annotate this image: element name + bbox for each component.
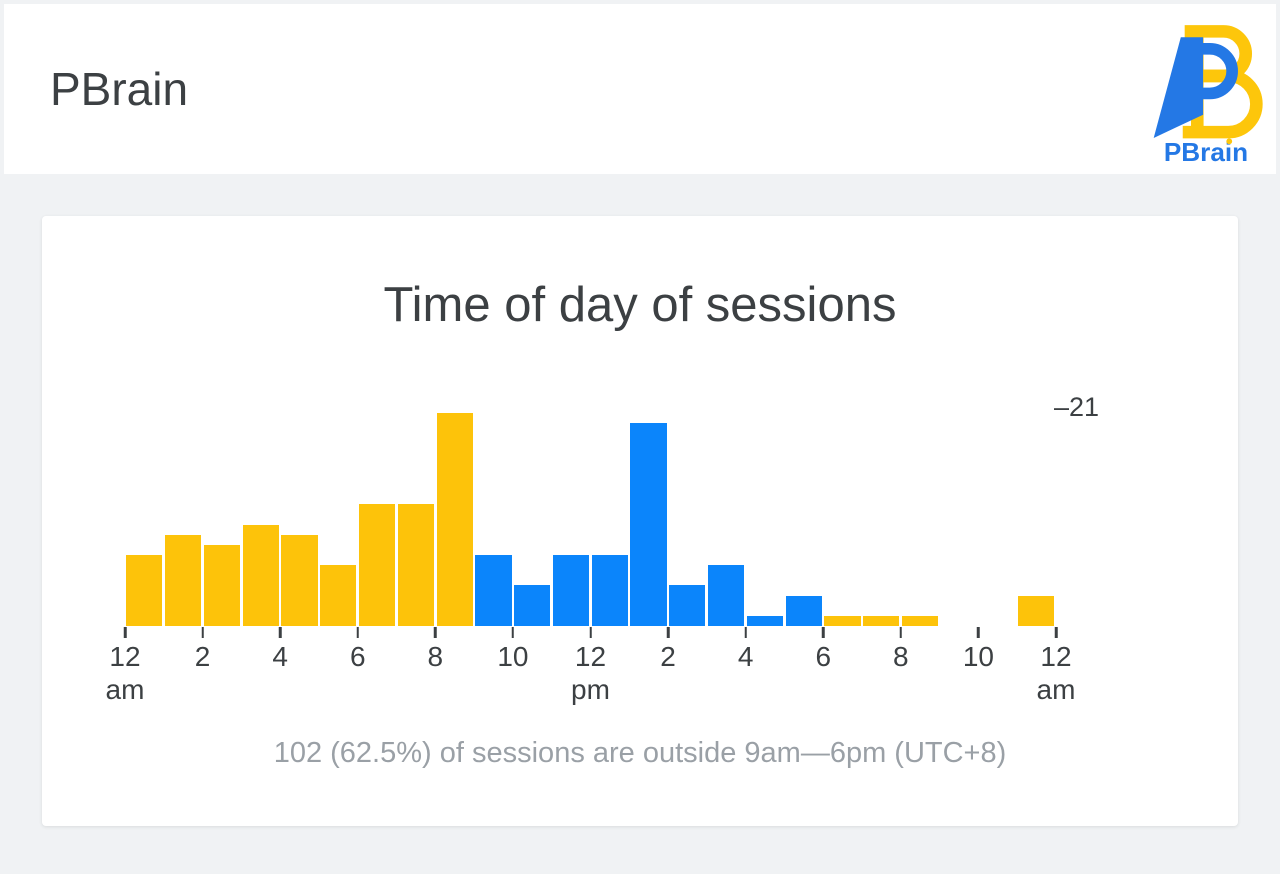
bar-2pm — [669, 585, 706, 626]
bar-7am — [397, 504, 434, 626]
bar-slot-11am — [552, 413, 591, 626]
x-tick-label-6: 6 — [815, 641, 832, 672]
x-tick-8 — [744, 627, 747, 638]
x-tick-9 — [822, 627, 825, 638]
bar-10am — [514, 585, 551, 626]
page-root: PBrain PBrain Time of day of sessions –2… — [0, 4, 1280, 826]
bar-slot-4pm — [746, 413, 785, 626]
bar-slot-7pm — [862, 413, 901, 626]
bar-slot-8am — [435, 413, 474, 626]
x-tick-label-12pm: 12 pm — [571, 641, 610, 705]
chart-card: Time of day of sessions –21 12 am 2 4 6 8 10 12… — [42, 216, 1238, 826]
bar-9am — [475, 555, 512, 626]
x-tick-6 — [589, 627, 592, 638]
logo-letter-p — [1153, 36, 1238, 138]
bar-slot-11pm — [1017, 413, 1056, 626]
bar-5pm — [785, 595, 822, 626]
x-tick-7 — [666, 627, 670, 638]
app-header: PBrain PBrain — [4, 4, 1276, 174]
bar-slot-12pm — [590, 413, 629, 626]
bar-2am — [203, 544, 241, 626]
x-tick-5 — [511, 627, 515, 638]
chart-caption: 102 (62.5%) of sessions are outside 9am—… — [273, 737, 1007, 769]
bar-12pm — [591, 555, 628, 626]
bar-slot-2pm — [668, 413, 707, 626]
bar-6am — [358, 504, 396, 626]
bar-6pm — [824, 615, 861, 626]
y-axis-max-label: –21 — [1054, 392, 1100, 422]
bar-1pm — [630, 423, 667, 626]
x-tick-11 — [977, 627, 980, 638]
x-tick-label-8: 8 — [427, 641, 444, 672]
bar-7pm — [863, 615, 900, 626]
bar-slot-5pm — [784, 413, 823, 626]
bar-slot-1am — [164, 413, 203, 626]
x-tick-label-12am: 12 am — [1036, 641, 1076, 705]
bar-slot-5am — [319, 413, 358, 626]
bar-slot-10am — [513, 413, 552, 626]
bar-slot-9am — [474, 413, 513, 626]
bar-slot-4am — [280, 413, 319, 626]
bar-slot-3am — [241, 413, 280, 626]
brand-logo-link[interactable]: PBrain — [1142, 12, 1270, 167]
x-tick-3 — [356, 627, 359, 638]
x-tick-label-6: 6 — [349, 641, 366, 672]
bar-slot-2am — [203, 413, 242, 626]
x-tick-0 — [123, 627, 127, 638]
pbrain-logo-icon: PBrain — [1153, 24, 1263, 167]
bar-slot-3pm — [707, 413, 746, 626]
bar-4pm — [746, 615, 783, 626]
x-tick-12 — [1054, 627, 1058, 638]
page-title: PBrain — [50, 63, 189, 115]
x-tick-label-10: 10 — [497, 641, 529, 672]
bar-8pm — [901, 615, 939, 626]
x-tick-label-10: 10 — [962, 641, 994, 672]
bar-slot-6am — [358, 413, 397, 626]
bar-5am — [320, 565, 357, 626]
bar-3am — [242, 524, 279, 626]
bar-slot-1pm — [629, 413, 668, 626]
x-axis: 12 am 2 4 6 8 10 12 pm 2 4 6 8 10 12 am — [106, 626, 1075, 706]
chart-title: Time of day of sessions — [383, 278, 897, 332]
bar-4am — [281, 534, 318, 626]
x-tick-2 — [278, 627, 282, 638]
bar-3pm — [708, 565, 745, 626]
bar-8am — [436, 413, 473, 626]
x-tick-label-4: 4 — [737, 641, 754, 672]
bar-11pm — [1018, 595, 1055, 626]
bar-slot-10pm — [978, 413, 1017, 626]
x-tick-label-2: 2 — [660, 641, 676, 672]
bar-slot-9pm — [939, 413, 978, 626]
bar-1am — [165, 534, 202, 626]
x-tick-label-2: 2 — [194, 641, 211, 672]
bar-slot-8pm — [901, 413, 940, 626]
x-tick-4 — [434, 627, 437, 638]
bar-slot-6pm — [823, 413, 862, 626]
bar-11am — [552, 555, 590, 626]
x-tick-label-4: 4 — [272, 641, 288, 672]
bar-slot-12am — [125, 413, 164, 626]
x-tick-label-8: 8 — [893, 641, 909, 672]
logo-i-dot — [1226, 137, 1233, 144]
x-tick-label-12am: 12 am — [105, 641, 145, 705]
x-tick-1 — [201, 627, 204, 638]
bar-slot-7am — [396, 413, 435, 626]
bar-12am — [126, 555, 163, 626]
logo-wordmark: PBrain — [1164, 137, 1248, 167]
histogram-bars-track: –21 — [125, 392, 1099, 626]
x-tick-10 — [899, 627, 903, 638]
